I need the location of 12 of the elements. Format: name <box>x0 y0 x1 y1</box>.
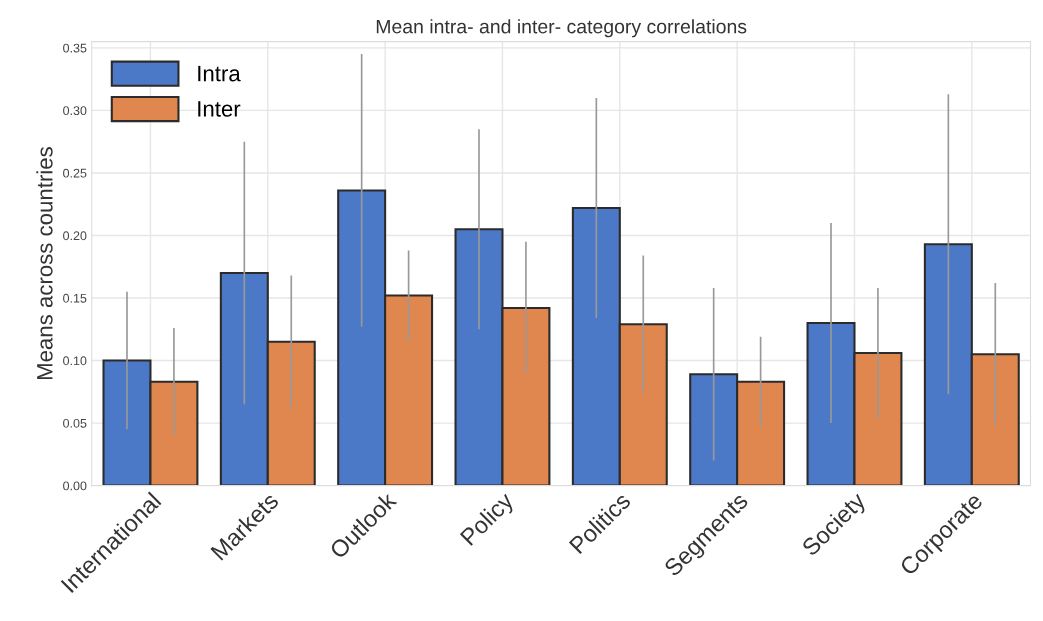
y-tick-label: 0.25 <box>63 168 87 178</box>
y-tick-label: 0.00 <box>63 481 87 491</box>
chart-title: Mean intra- and inter- category correlations <box>376 19 747 38</box>
y-tick-label: 0.35 <box>63 43 87 53</box>
y-tick-label: 0.15 <box>63 293 87 303</box>
y-tick-label: 0.20 <box>63 231 87 241</box>
y-tick-label: 0.05 <box>63 418 87 428</box>
legend-label: Inter <box>198 101 241 117</box>
y-tick-label: 0.30 <box>63 106 87 116</box>
y-axis-title: Means across countries <box>36 147 53 380</box>
legend-label: Intra <box>198 65 241 82</box>
y-tick-label: 0.10 <box>63 356 87 366</box>
